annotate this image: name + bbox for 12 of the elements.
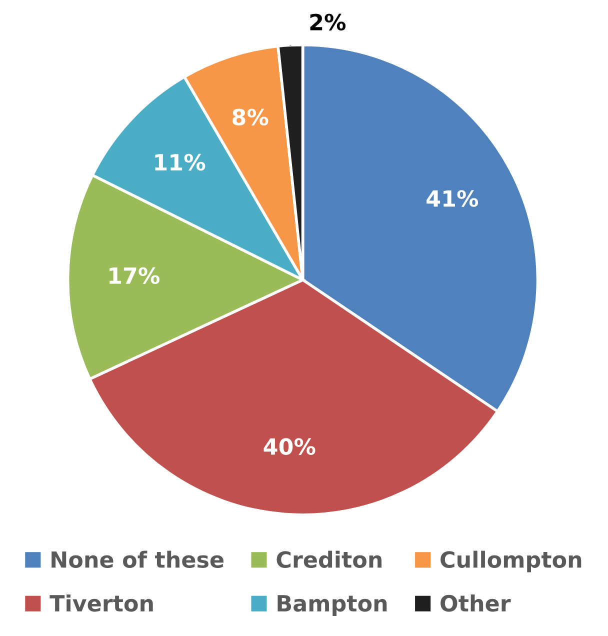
legend-label: None of these: [52, 550, 224, 568]
legend-label: Tiverton: [50, 594, 153, 612]
legend-label: Crediton: [276, 550, 382, 568]
data-label: 8%: [232, 108, 268, 126]
data-label: 17%: [110, 267, 160, 284]
data-label: 40%: [264, 438, 316, 455]
data-label: 11%: [155, 154, 206, 171]
legend-label: Other: [440, 594, 511, 612]
data-label: 41%: [426, 190, 478, 207]
legend-label: Bampton: [278, 595, 387, 616]
legend-label: Cullompton: [440, 550, 582, 572]
data-label: 2%: [310, 14, 346, 31]
